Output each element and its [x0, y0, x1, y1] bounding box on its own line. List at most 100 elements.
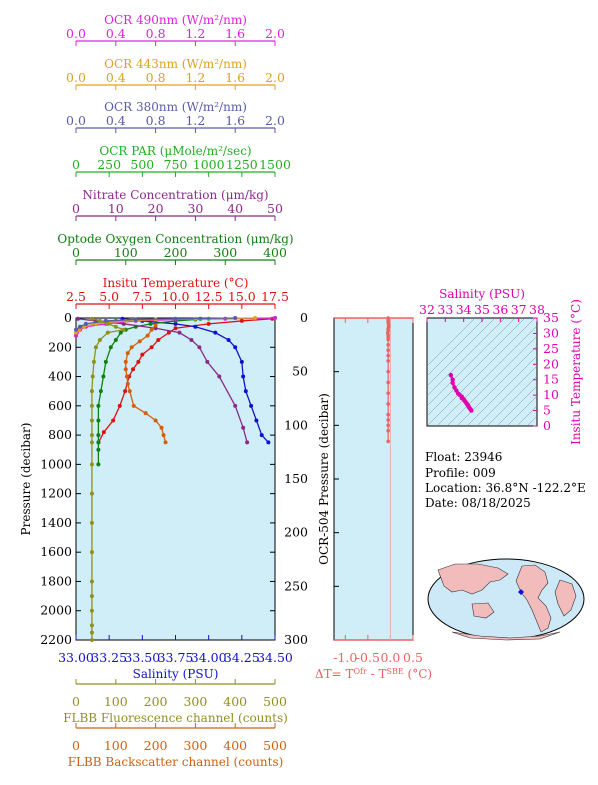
main-y-tick-label: 2000 — [40, 603, 72, 618]
top-axis-tick-label: 2.5 — [66, 289, 86, 304]
inset-x-tick-label: 35 — [474, 302, 490, 317]
main-y-tick-label: 1200 — [40, 486, 72, 501]
delta-t-point — [386, 343, 390, 347]
inset-y-tick-label: 5 — [543, 403, 551, 418]
world-map-land-americas — [515, 564, 552, 633]
series-point-salinity — [254, 418, 259, 423]
delta-t-point — [386, 412, 390, 417]
delta-y-tick-label: 300 — [284, 632, 308, 647]
top-axis-title-par: OCR PAR (μMole/m²/sec) — [99, 144, 251, 158]
top-axis-tick-label: 7.5 — [132, 289, 152, 304]
series-point-nitrate — [217, 374, 222, 379]
series-point-salinity — [193, 324, 198, 329]
inset-x-tick-label: 38 — [529, 302, 545, 317]
series-point-temperature — [206, 321, 211, 326]
density-contour — [427, 318, 516, 407]
bottom-axis-tick-label: 100 — [104, 694, 128, 709]
series-point-salinity — [239, 359, 244, 364]
density-contour — [456, 345, 537, 426]
series-point-salinity — [213, 330, 218, 335]
series-point-nitrate — [245, 440, 250, 445]
delta-y-tick-label: 200 — [284, 525, 308, 540]
density-contour — [427, 318, 506, 397]
top-axis-tick-label: 30 — [187, 201, 203, 216]
top-axis-tick-label: 0.0 — [66, 26, 86, 41]
main-y-tick-label: 1400 — [40, 515, 72, 530]
series-point-oxygen — [113, 337, 118, 342]
series-point-nitrate — [75, 316, 80, 321]
top-axis-tick-label: 0.4 — [106, 70, 126, 85]
series-point-temperature — [166, 330, 171, 335]
bottom-axis-tick-label: 400 — [223, 694, 247, 709]
series-point-fluorescence — [89, 608, 94, 613]
main-y-axis-title: Pressure (decibar) — [19, 423, 33, 536]
density-contour — [427, 318, 486, 377]
main-plot-area — [75, 317, 276, 641]
series-point-oxygen — [103, 359, 108, 364]
bottom-axis-tick-label: 34.00 — [191, 650, 227, 665]
world-map-land-antarctica — [451, 631, 561, 641]
series-point-oxygen — [101, 374, 106, 379]
ts-inset-series — [448, 372, 474, 413]
series-point-oxygen — [96, 462, 101, 467]
delta-t-point — [386, 380, 390, 385]
float-id: Float: 23946 — [425, 450, 503, 464]
top-axis-title-oxygen: Optode Oxygen Concentration (μm/kg) — [57, 232, 293, 246]
world-map-land-africa — [554, 579, 577, 617]
series-point-fluorescence — [89, 594, 94, 599]
density-contour — [506, 395, 537, 426]
top-axis-title-nitrate: Nitrate Concentration (μm/kg) — [82, 188, 268, 202]
world-map-land-eurasia — [437, 563, 509, 595]
top-axis-tick-label: 300 — [213, 245, 237, 260]
series-point-backscatter — [125, 351, 130, 356]
top-axis-tick-label: 1.6 — [225, 113, 245, 128]
series-point-ocr380 — [74, 327, 78, 332]
series-point-backscatter — [137, 339, 142, 344]
series-point-backscatter — [123, 359, 128, 364]
series-point-fluorescence — [89, 403, 94, 408]
top-axis-tick-label: 750 — [164, 157, 188, 172]
float-location-marker — [518, 589, 524, 595]
ts-point — [469, 408, 474, 413]
series-point-temperature — [173, 326, 178, 331]
series-point-salinity — [173, 321, 178, 326]
bottom-axis-tick-label: 200 — [144, 694, 168, 709]
series-point-backscatter — [163, 440, 168, 445]
top-axis-title-temperature: Insitu Temperature (°C) — [103, 276, 249, 290]
series-point-salinity — [241, 374, 246, 379]
main-y-tick-label: 1000 — [40, 456, 72, 471]
profile-series — [74, 316, 277, 642]
bottom-axis-tick-label: 33.75 — [158, 650, 194, 665]
series-point-backscatter — [127, 389, 132, 394]
top-axis-tick-label: 1500 — [259, 157, 291, 172]
delta-t-point — [386, 428, 390, 433]
series-point-nitrate — [189, 337, 194, 342]
bottom-axis-tick-label: 300 — [183, 738, 207, 753]
inset-y-tick-label: 25 — [543, 341, 559, 356]
main-y-tick-label: 1800 — [40, 573, 72, 588]
series-point-fluorescence — [89, 440, 94, 445]
ts-point — [450, 377, 455, 382]
inset-x-tick-label: 34 — [456, 302, 472, 317]
delta-y-tick-label: 150 — [284, 471, 308, 486]
density-contour — [427, 318, 526, 417]
top-axis-tick-label: 50 — [267, 201, 283, 216]
delta-t-point — [386, 337, 390, 342]
inset-y-tick-label: 35 — [543, 310, 559, 325]
bottom-axis-tick-label: 0 — [72, 694, 80, 709]
series-line-nitrate — [77, 318, 248, 443]
top-axis-tick-label: 1.2 — [185, 26, 205, 41]
series-point-fluorescence — [89, 462, 94, 467]
series-point-oxygen — [96, 433, 101, 438]
series-point-temperature — [239, 318, 244, 323]
delta-x-tick-label: -1.0 — [333, 650, 357, 665]
top-axis-tick-label: 15.0 — [228, 289, 256, 304]
delta-t-point — [386, 423, 390, 428]
top-axis-tick-label: 1.2 — [185, 70, 205, 85]
bottom-axis-tick-label: 33.50 — [124, 650, 160, 665]
series-point-nitrate — [233, 403, 238, 408]
series-point-fluorescence — [89, 520, 94, 525]
series-point-nitrate — [197, 345, 202, 350]
